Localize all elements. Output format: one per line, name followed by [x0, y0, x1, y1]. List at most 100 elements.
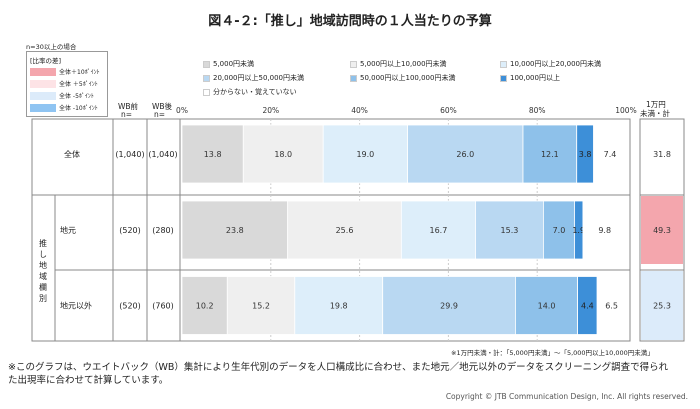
data-label: 26.0	[456, 150, 474, 159]
ratio-legend-swatch	[30, 67, 56, 76]
data-label: 19.0	[356, 150, 374, 159]
bar-segment	[593, 124, 627, 184]
bar-segment	[522, 124, 578, 184]
copyright: Copyright © JTB Communication Design, In…	[445, 392, 688, 401]
bar-segment	[294, 276, 384, 335]
row-label: 地元以外	[60, 301, 92, 311]
ratio-legend-label: 全体 ＋5ﾎﾟｲﾝﾄ	[59, 81, 98, 88]
data-label: 9.8	[598, 226, 611, 235]
row-labels: 全体 (1,040) (1,040) 地元 (520) (280) 地元以外 (520) (76…	[60, 149, 178, 311]
series-legend-item: 20,000円以上50,000円未満	[203, 73, 304, 83]
series-legend-label: 100,000円以上	[510, 74, 560, 82]
wb-after-header: WB後	[152, 102, 173, 111]
data-label: 6.5	[605, 302, 618, 311]
wb-after-value: (1,040)	[148, 150, 177, 159]
series-legend-label: 5,000円未満	[213, 60, 255, 68]
wb-after-value: (280)	[152, 226, 174, 235]
wb-before-header: WB前	[118, 102, 139, 111]
row-label: 地元	[60, 225, 76, 235]
total-value: 31.8	[653, 150, 671, 159]
ratio-legend-header: [比率の差]	[30, 57, 62, 65]
series-legend-item: 10,000円以上20,000円未満	[500, 59, 601, 69]
total-cell	[641, 196, 683, 264]
series-legend-item: 5,000円以上10,000円未満	[350, 59, 447, 69]
bar-segment	[226, 276, 296, 335]
total-cell	[641, 271, 683, 340]
series-legend-swatch	[350, 60, 357, 68]
series-legend-swatch	[203, 74, 210, 82]
ratio-legend-item: 全体 ＋5ﾎﾟｲﾝﾄ	[30, 79, 98, 88]
data-label: 16.7	[430, 226, 448, 235]
series-legend-item: 100,000円以上	[500, 73, 560, 83]
bar-segment	[400, 200, 476, 260]
bar-segment	[181, 276, 228, 335]
series-legend-label: 分からない・覚えていない	[213, 88, 297, 96]
data-label: 3.8	[579, 150, 592, 159]
total-value: 25.3	[653, 302, 671, 311]
ratio-legend-swatch	[30, 91, 56, 100]
ratio-legend-item: 全体＋10ﾎﾟｲﾝﾄ	[30, 67, 100, 76]
x-tick-label: 0%	[176, 106, 188, 115]
data-label: 23.8	[226, 226, 244, 235]
wb-after-value: (760)	[152, 302, 174, 311]
wb-before-value: (520)	[119, 226, 141, 235]
table-border	[31, 118, 631, 342]
series-legend-swatch	[350, 74, 357, 82]
data-label: 19.8	[330, 302, 348, 311]
data-label: 18.0	[274, 150, 292, 159]
series-legend-swatch	[500, 60, 507, 68]
ratio-legend: [比率の差] 全体＋10ﾎﾟｲﾝﾄ 全体 ＋5ﾎﾟｲﾝﾄ 全体 -5ﾎﾟｲﾝﾄ …	[26, 51, 108, 117]
total-header-line1: 1万円	[646, 100, 666, 109]
ratio-legend-item: 全体 -10ﾎﾟｲﾝﾄ	[30, 103, 98, 112]
bar-segment	[322, 124, 408, 184]
group-label: 推し地域欄別	[39, 239, 47, 303]
wb-before-value: (1,040)	[115, 150, 144, 159]
bars: 13.8 18.0 19.0 26.0 12.1 3.8 7.4 31.8 23.8 25.6 16…	[181, 120, 683, 340]
x-tick-label: 20%	[262, 106, 279, 115]
series-legend-item: 5,000円未満	[203, 59, 254, 69]
data-label: 7.4	[604, 150, 617, 159]
wb-after-n: n=	[154, 110, 166, 119]
ratio-legend-swatch	[30, 79, 56, 88]
series-legend-label: 5,000円以上10,000円未満	[360, 60, 447, 68]
wb-before-value: (520)	[119, 302, 141, 311]
bar-segment	[515, 276, 579, 335]
data-label: 14.0	[538, 302, 556, 311]
x-tick-label: 40%	[351, 106, 368, 115]
total-header-line2: 未満・計	[640, 109, 670, 118]
footnote-small: ※1万円未満・計：「5,000円未満」〜「5,000円以上10,000円未満」	[451, 349, 654, 357]
footnote-line1: ※このグラフは、ウエイトバック（WB）集計により生年代別のデータを人口構成比に合…	[8, 362, 669, 373]
ratio-legend-label: 全体 -5ﾎﾟｲﾝﾄ	[59, 93, 94, 100]
data-label: 29.9	[440, 302, 458, 311]
data-label: 10.2	[196, 302, 214, 311]
chart-title: 図４-２:「推し」地域訪問時の１人当たりの予算	[208, 14, 492, 29]
bar-segment	[582, 200, 627, 260]
data-label: 15.3	[501, 226, 519, 235]
bar-segment	[181, 124, 244, 184]
series-legend-swatch	[500, 74, 507, 82]
series-legend-label: 10,000円以上20,000円未満	[510, 60, 601, 68]
total-cell	[641, 120, 683, 188]
x-tick-label: 80%	[529, 106, 546, 115]
series-legend-item: 分からない・覚えていない	[203, 87, 297, 97]
total-column-border	[639, 118, 685, 342]
series-legend-item: 50,000円以上100,000円未満	[350, 73, 455, 83]
data-label: 12.1	[541, 150, 559, 159]
table-frame	[31, 118, 685, 342]
bar-segment	[543, 200, 575, 260]
footnote-line2: た出現率に合わせて計算しています。	[8, 375, 169, 386]
bar-segment	[242, 124, 324, 184]
ratio-legend-label: 全体 -10ﾎﾟｲﾝﾄ	[59, 105, 98, 112]
x-tick-label: 100%	[615, 106, 636, 115]
bar-segment	[181, 200, 289, 260]
bar-segment	[382, 276, 516, 335]
x-tick-label: 60%	[440, 106, 457, 115]
row-label: 全体	[64, 149, 80, 159]
series-legend-label: 50,000円以上100,000円未満	[360, 74, 456, 82]
data-label: 25.6	[336, 226, 354, 235]
data-label: 7.0	[553, 226, 566, 235]
series-legend-swatch	[203, 60, 210, 68]
data-label: 15.2	[252, 302, 270, 311]
series-legend-swatch	[203, 88, 210, 96]
